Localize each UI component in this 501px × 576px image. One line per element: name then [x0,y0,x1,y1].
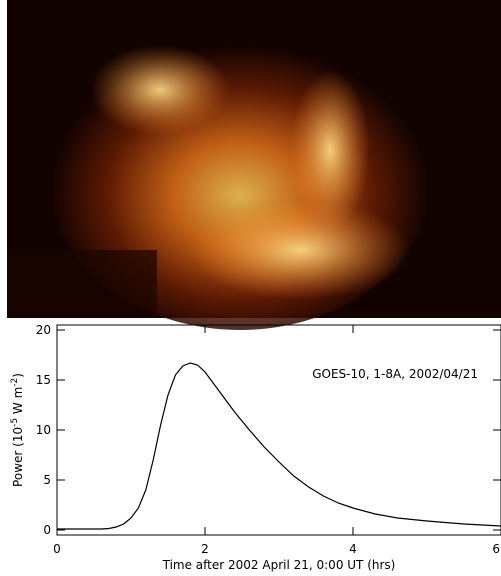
data-line [57,363,501,529]
label-part: ) [11,373,25,378]
y-axis-label: Power (10-5 W m-2) [10,373,25,487]
label-part: Power (10 [11,427,25,487]
x-tick-label: 0 [53,542,61,556]
y-tick-label: 20 [36,323,51,337]
y-tick-label: 5 [43,473,51,487]
x-tick-label: 4 [349,542,357,556]
y-tick-label: 15 [36,373,51,387]
page: GOES-10, 1-8A, 2002/04/21 Time after 200… [0,0,501,576]
superscript: -2 [10,378,20,387]
x-tick-label: 2 [201,542,209,556]
superscript: -5 [10,418,20,427]
solar-image [7,0,501,330]
y-tick-label: 10 [36,423,51,437]
x-axis-label: Time after 2002 April 21, 0:00 UT (hrs) [162,558,396,572]
plot-frame [57,325,501,535]
y-tick-label: 0 [43,523,51,537]
annotation: GOES-10, 1-8A, 2002/04/21 [312,367,478,381]
label-part: W m [11,387,25,418]
x-tick-label: 6 [492,542,500,556]
